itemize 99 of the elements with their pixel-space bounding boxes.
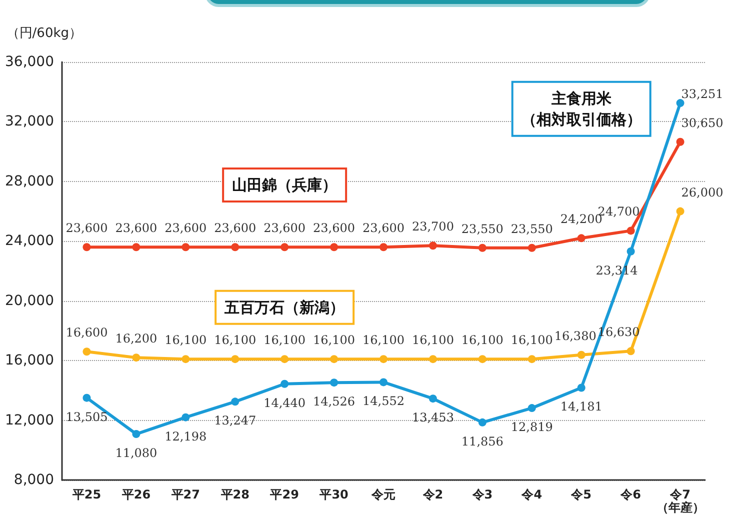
data-label: 11,080: [115, 446, 158, 460]
y-tick-label: 32,000: [5, 114, 54, 130]
point: [330, 243, 338, 252]
data-label: 11,856: [461, 434, 504, 448]
data-label: 14,552: [362, 394, 404, 408]
point: [82, 394, 91, 402]
x-tick-label: 令5: [570, 488, 592, 502]
point: [676, 99, 684, 108]
data-label: 23,600: [362, 221, 404, 236]
point: [182, 243, 190, 252]
x-tick-label: 令2: [422, 488, 444, 502]
data-label: 12,198: [164, 429, 207, 444]
data-label: 23,600: [164, 221, 207, 236]
point: [676, 138, 684, 146]
point: [182, 413, 190, 422]
text: 五百万石（新潟）: [224, 298, 345, 316]
point: [626, 226, 635, 235]
point: [478, 418, 486, 426]
data-label: 16,380: [554, 328, 596, 343]
point: [82, 243, 91, 252]
point: [676, 207, 684, 216]
y-tick-label: 8,000: [14, 472, 54, 488]
x-tick-label: 平27: [170, 488, 200, 502]
point: [577, 234, 586, 242]
x-tick-label: 平28: [220, 488, 250, 502]
point: [528, 355, 536, 364]
data-label: 13,505: [66, 410, 108, 424]
data-label: 23,600: [66, 221, 108, 236]
x-tick-label: 令6: [620, 488, 641, 502]
x-tick-label: 令元: [370, 488, 396, 502]
point: [428, 394, 437, 403]
point: [428, 355, 437, 364]
point: [231, 398, 240, 406]
point: [478, 244, 486, 252]
data-label: 33,251: [681, 87, 724, 102]
point: [528, 244, 536, 252]
x-tick-label: 平29: [269, 488, 299, 502]
point: [577, 350, 586, 359]
point: [231, 355, 240, 364]
x-tick-label: 令7 （年産）: [656, 488, 704, 514]
data-label: 16,100: [510, 333, 553, 348]
point: [626, 247, 635, 256]
point: [132, 243, 140, 252]
point: [428, 242, 437, 250]
y-tick-label: 28,000: [5, 173, 54, 190]
data-label: 23,600: [115, 221, 158, 236]
y-tick-label: 36,000: [5, 54, 54, 70]
point: [478, 355, 486, 364]
y-tick-label: 12,000: [5, 412, 54, 428]
data-label: 16,100: [214, 333, 256, 348]
data-label: 14,440: [264, 396, 306, 410]
point: [132, 354, 140, 362]
y-axis-title: （円/60kg）: [6, 26, 82, 41]
point: [182, 355, 190, 364]
data-label: 16,100: [313, 333, 356, 348]
data-label: 12,819: [510, 420, 553, 434]
point: [577, 384, 586, 392]
data-label: 23,600: [214, 221, 256, 236]
data-label: 23,550: [461, 222, 504, 236]
data-label: 13,453: [412, 410, 454, 425]
data-label: 30,650: [681, 116, 724, 130]
point: [132, 430, 140, 438]
data-label: 23,600: [313, 221, 356, 236]
point: [380, 243, 388, 252]
text: 山田錦（兵庫）: [232, 176, 338, 194]
y-tick-label: 16,000: [5, 352, 54, 369]
data-label: 13,247: [214, 414, 256, 428]
data-label: 16,100: [461, 333, 504, 348]
data-label: 16,200: [115, 332, 158, 346]
point: [280, 243, 289, 252]
data-label: 26,000: [681, 185, 724, 200]
data-label: 16,100: [412, 333, 454, 348]
point: [380, 378, 388, 386]
data-label: 23,700: [412, 220, 454, 234]
x-tick-label: 平30: [318, 488, 348, 502]
point: [330, 355, 338, 364]
data-label: 16,100: [362, 333, 404, 348]
point: [82, 348, 91, 356]
data-label: 16,100: [264, 333, 306, 348]
x-tick-label: 平26: [120, 488, 151, 502]
x-tick-label: 平25: [71, 488, 102, 502]
point: [231, 243, 240, 252]
data-label: 16,600: [66, 326, 108, 340]
point: [626, 347, 635, 356]
x-tick-label: 令4: [520, 488, 542, 502]
y-tick-label: 20,000: [5, 292, 54, 309]
point: [528, 404, 536, 412]
point: [330, 378, 338, 387]
x-tick-label: 令3: [471, 488, 493, 502]
data-label: 23,550: [510, 222, 553, 236]
point: [280, 380, 289, 388]
y-tick-label: 24,000: [5, 233, 54, 250]
point: [380, 355, 388, 364]
data-label: 23,600: [264, 221, 306, 236]
series-label: 主食用米（相対取引価格）: [521, 89, 642, 128]
data-label: 14,181: [560, 400, 602, 414]
data-label: 14,526: [313, 394, 356, 409]
data-label: 16,100: [164, 333, 207, 348]
point: [280, 355, 289, 364]
